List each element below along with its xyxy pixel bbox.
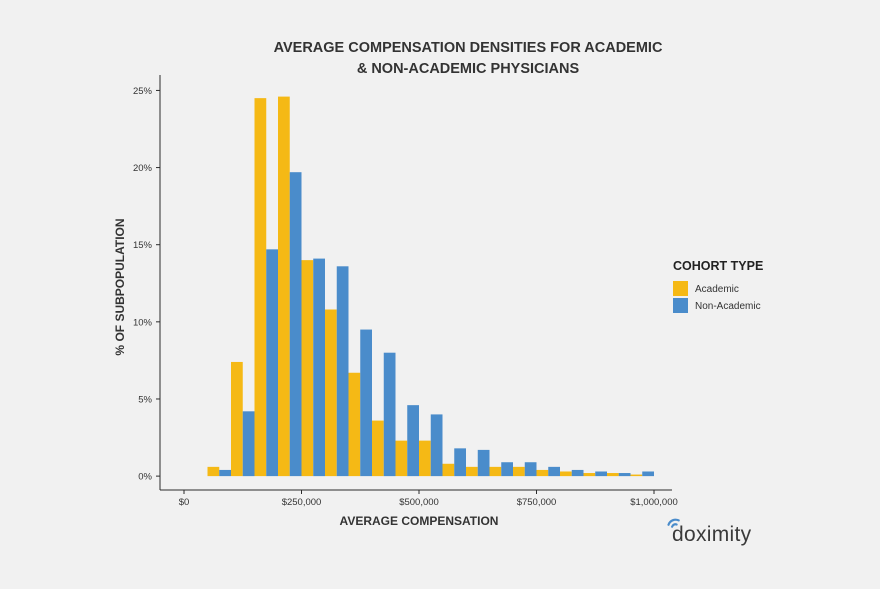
bar-non-academic-11 bbox=[477, 449, 490, 477]
logo-arc-outer-icon bbox=[667, 518, 680, 526]
bar-non-academic-5 bbox=[336, 266, 349, 477]
bar-non-academic-2 bbox=[266, 249, 278, 477]
bar-academic-13 bbox=[513, 466, 525, 477]
bar-academic-12 bbox=[489, 466, 502, 477]
bar-non-academic-4 bbox=[313, 258, 325, 477]
bar-non-academic-10 bbox=[454, 448, 466, 477]
bar-academic-3 bbox=[278, 96, 290, 477]
plot-area bbox=[207, 96, 654, 477]
bar-academic-14 bbox=[536, 469, 549, 477]
legend-label-academic: Academic bbox=[695, 284, 739, 295]
bar-non-academic-12 bbox=[501, 462, 513, 477]
logo-arc-inner-icon bbox=[671, 523, 678, 528]
bar-non-academic-8 bbox=[407, 405, 419, 477]
legend: COHORT TYPE Academic Non-Academic bbox=[673, 259, 763, 313]
y-tick-label-1: 5% bbox=[138, 394, 152, 405]
bar-academic-5 bbox=[325, 309, 337, 477]
brand-name: doximity bbox=[672, 523, 752, 546]
chart-title-line-1: AVERAGE COMPENSATION DENSITIES FOR ACADE… bbox=[274, 40, 663, 56]
bar-non-academic-18 bbox=[642, 471, 654, 477]
y-axis-label: % OF SUBPOPULATION bbox=[113, 218, 127, 355]
x-tick-label-0: $0 bbox=[179, 497, 190, 508]
bar-academic-1 bbox=[231, 361, 243, 477]
legend-swatch-non-academic bbox=[673, 298, 688, 313]
y-tick-label-2: 10% bbox=[133, 317, 153, 328]
y-tick-label-0: 0% bbox=[138, 472, 152, 483]
bar-academic-11 bbox=[466, 466, 478, 477]
y-tick-label-3: 15% bbox=[133, 240, 153, 251]
bar-non-academic-1 bbox=[242, 411, 255, 477]
bar-non-academic-3 bbox=[289, 172, 302, 477]
bar-non-academic-14 bbox=[548, 466, 560, 477]
x-axis-ticks: $0 $250,000 $500,000 $750,000 $1,000,000 bbox=[179, 490, 678, 508]
x-axis-label: AVERAGE COMPENSATION bbox=[340, 514, 499, 528]
bar-academic-18 bbox=[630, 474, 643, 477]
brand-logo: doximity bbox=[667, 518, 752, 546]
bar-non-academic-15 bbox=[571, 469, 584, 477]
bar-academic-8 bbox=[395, 440, 408, 477]
legend-title: COHORT TYPE bbox=[673, 259, 763, 273]
bar-academic-10 bbox=[442, 463, 455, 477]
bar-academic-6 bbox=[348, 372, 361, 477]
bar-academic-15 bbox=[560, 471, 572, 477]
x-tick-label-1: $250,000 bbox=[282, 497, 322, 508]
bar-academic-17 bbox=[607, 473, 619, 477]
bar-academic-4 bbox=[301, 260, 314, 477]
x-tick-label-2: $500,000 bbox=[399, 497, 439, 508]
chart-title-line-2: & NON-ACADEMIC PHYSICIANS bbox=[357, 61, 580, 77]
x-tick-label-3: $750,000 bbox=[517, 497, 557, 508]
legend-label-non-academic: Non-Academic bbox=[695, 301, 761, 312]
y-tick-label-5: 25% bbox=[133, 86, 153, 97]
y-tick-label-4: 20% bbox=[133, 163, 153, 174]
bar-academic-2 bbox=[254, 98, 267, 477]
bar-non-academic-9 bbox=[430, 414, 443, 477]
bar-non-academic-16 bbox=[595, 471, 607, 477]
bar-non-academic-17 bbox=[618, 473, 631, 477]
bar-academic-16 bbox=[583, 473, 596, 477]
y-axis-ticks: 0% 5% 10% 15% 20% 25% bbox=[133, 86, 160, 483]
bar-academic-9 bbox=[419, 440, 431, 477]
x-tick-label-4: $1,000,000 bbox=[630, 497, 678, 508]
legend-swatch-academic bbox=[673, 281, 688, 296]
bar-non-academic-6 bbox=[360, 329, 372, 477]
bar-non-academic-0 bbox=[219, 469, 231, 477]
bar-academic-0 bbox=[207, 466, 220, 477]
bar-non-academic-7 bbox=[383, 352, 396, 477]
bar-academic-7 bbox=[372, 420, 384, 477]
bar-non-academic-13 bbox=[524, 462, 537, 477]
